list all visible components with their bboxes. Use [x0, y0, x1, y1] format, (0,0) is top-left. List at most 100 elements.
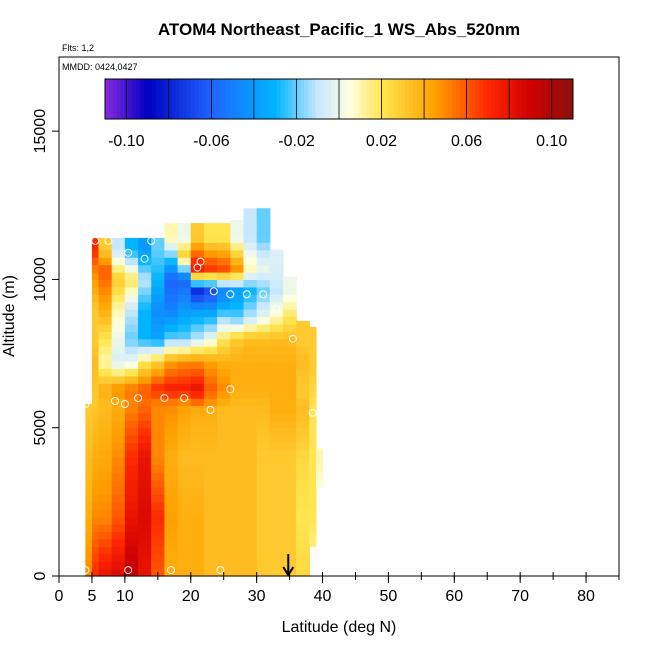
heat-cell — [111, 412, 126, 421]
colorbar-segment — [198, 79, 203, 119]
heat-cell — [124, 338, 139, 347]
sample-point — [124, 566, 133, 575]
heat-cell — [151, 390, 166, 399]
heat-cell — [283, 501, 297, 510]
heat-cell — [91, 383, 100, 392]
heat-cell — [164, 323, 179, 332]
heat-cell — [177, 301, 192, 310]
plot-frame — [58, 56, 620, 577]
heat-cell — [296, 509, 310, 518]
heat-cell — [296, 449, 310, 458]
colorbar-segment — [147, 79, 153, 119]
heat-cell — [283, 494, 297, 503]
heat-cell — [243, 264, 258, 273]
heat-cell — [217, 553, 231, 562]
heat-cell — [309, 346, 317, 355]
heat-cell — [151, 398, 166, 407]
colorbar-segment — [167, 79, 172, 119]
heat-cell — [98, 294, 113, 303]
heat-cell — [230, 412, 245, 421]
heat-cell — [124, 331, 139, 340]
heat-cell — [309, 538, 317, 547]
heat-cell — [203, 457, 218, 466]
heat-cell — [315, 472, 324, 481]
heat-cell — [111, 487, 126, 496]
heat-cell — [256, 368, 271, 377]
heat-cell — [177, 501, 192, 510]
heat-cell — [269, 442, 284, 451]
heat-cell — [111, 568, 126, 577]
heat-cell — [124, 301, 139, 310]
heat-cell — [283, 524, 297, 533]
heat-cell — [138, 524, 152, 533]
heat-cell — [91, 435, 100, 444]
heat-cell — [98, 435, 113, 444]
colorbar-segment — [105, 79, 110, 119]
heat-cell — [91, 398, 100, 407]
heat-cell — [269, 272, 284, 281]
heat-cell — [98, 524, 113, 533]
colorbar-segment — [229, 79, 235, 119]
heat-cell — [243, 464, 258, 473]
heat-cell — [217, 405, 231, 414]
heat-cell — [138, 368, 152, 377]
heat-cell — [91, 264, 100, 273]
heat-cell — [190, 561, 205, 570]
heat-cell — [111, 360, 126, 369]
colorbar-segment — [311, 79, 317, 119]
heat-cell — [256, 264, 271, 273]
heat-cell — [91, 294, 100, 303]
heat-cell — [217, 524, 231, 533]
heat-cell — [164, 546, 179, 555]
heat-cell — [296, 427, 310, 436]
heat-cell — [243, 286, 258, 295]
heat-cell — [124, 457, 139, 466]
heat-cell — [98, 237, 113, 243]
heat-cell — [85, 561, 93, 570]
heat-cell — [138, 487, 152, 496]
heat-cell — [91, 442, 100, 451]
heat-cell — [164, 272, 179, 281]
heat-cell — [309, 360, 317, 369]
heat-cell — [177, 338, 192, 347]
heat-cell — [164, 464, 179, 473]
heat-cell — [283, 449, 297, 458]
heat-cell — [98, 538, 113, 547]
heat-cell — [230, 220, 245, 229]
heat-cell — [203, 472, 218, 481]
heat-cell — [151, 279, 166, 288]
heat-cell — [315, 448, 324, 451]
heat-cell — [164, 383, 179, 392]
sample-point — [196, 257, 205, 266]
heat-cell — [296, 338, 310, 347]
heat-cell — [111, 472, 126, 481]
heat-cell — [309, 375, 317, 384]
heat-cell — [111, 464, 126, 473]
heat-cell — [256, 553, 271, 562]
heat-cell — [151, 323, 166, 332]
colorbar-segment — [452, 79, 457, 119]
colorbar-segment — [132, 79, 137, 119]
heat-cell — [269, 501, 284, 510]
heat-cell — [269, 427, 284, 436]
heat-cell — [190, 479, 205, 488]
heat-cell — [230, 457, 245, 466]
heat-cell — [111, 375, 126, 384]
heat-cell — [98, 479, 113, 488]
colorbar-segment — [362, 79, 367, 119]
heat-cell — [203, 568, 218, 577]
heat-cell — [98, 286, 113, 295]
colorbar-segment — [565, 79, 570, 119]
heat-cell — [111, 435, 126, 444]
heat-cell — [217, 331, 231, 340]
colorbar-segment — [225, 79, 231, 119]
heat-cell — [203, 435, 218, 444]
heat-cell — [151, 286, 166, 295]
heat-cell — [91, 561, 100, 570]
heat-cell — [124, 509, 139, 518]
heat-cell — [203, 509, 218, 518]
heat-cell — [151, 553, 166, 562]
heat-cell — [256, 383, 271, 392]
heat-cell — [124, 242, 139, 251]
colorbar-segment — [315, 79, 320, 119]
